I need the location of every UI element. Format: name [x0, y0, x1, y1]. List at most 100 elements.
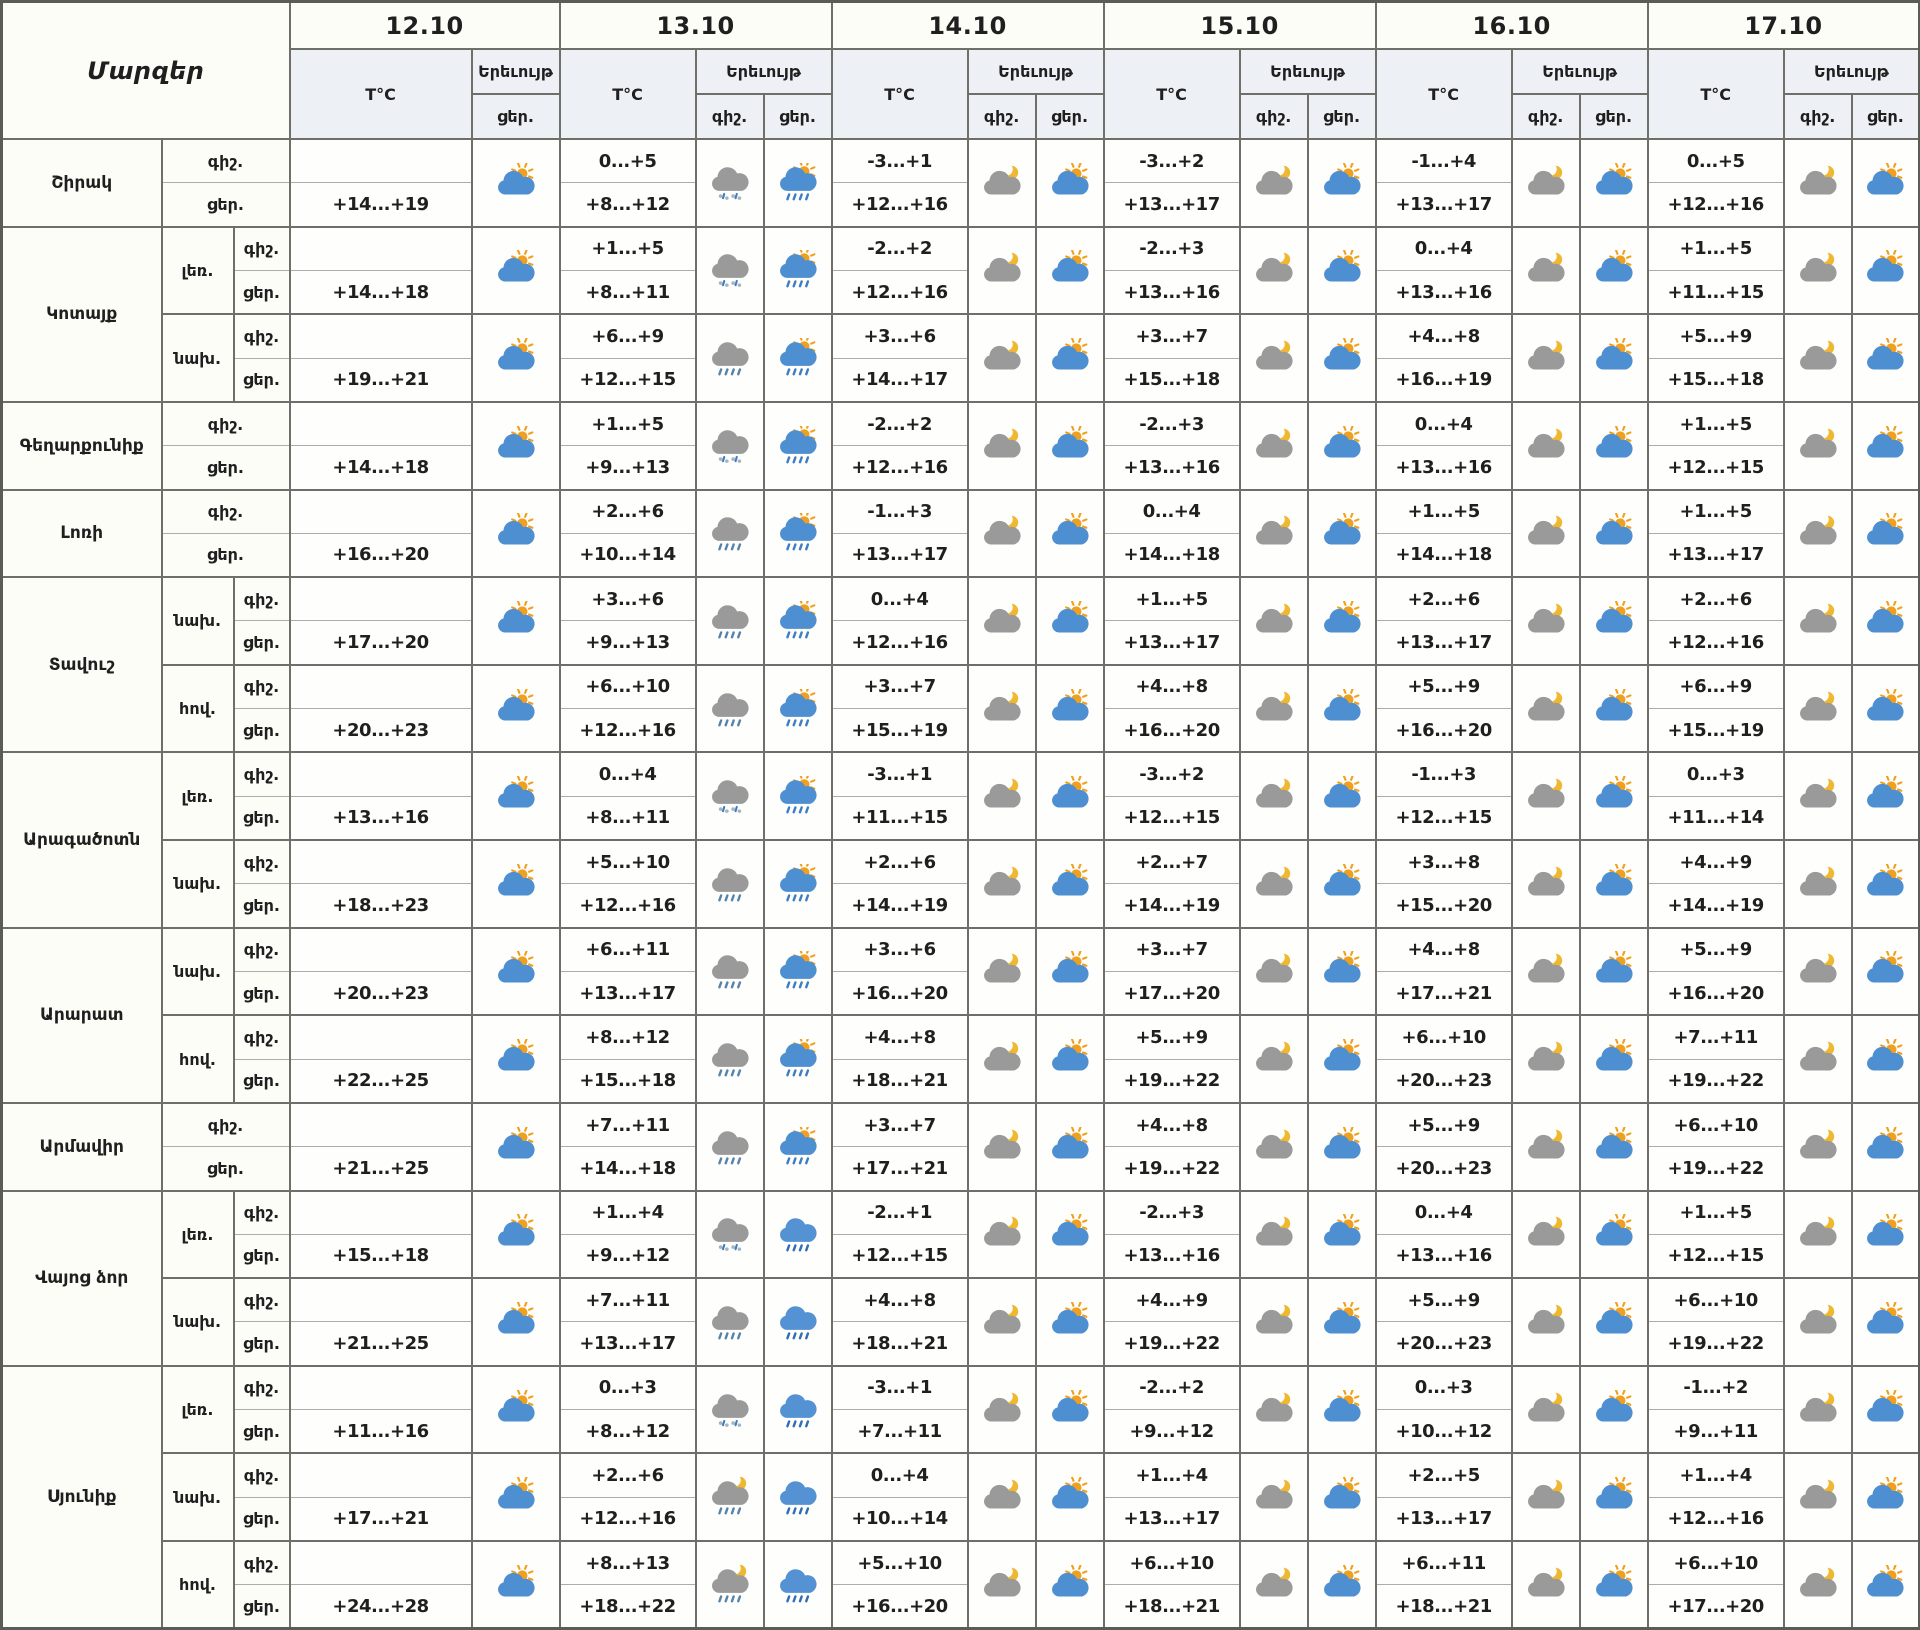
- day-temp-cell: +19...+21: [288, 357, 473, 403]
- night-temp-cell: +2...+6: [558, 1452, 697, 1498]
- weather-icon-cell: [1238, 488, 1309, 579]
- night-label: գիշ.: [1782, 93, 1853, 140]
- night-temp-cell: +1...+5: [1102, 576, 1241, 622]
- night-temp-cell: +2...+7: [1102, 839, 1241, 885]
- night-temp-cell: +5...+9: [1646, 313, 1785, 359]
- weather-icon-cell: [1850, 751, 1920, 841]
- day-temp-cell: +20...+23: [1374, 1146, 1513, 1192]
- rain-gray-icon: [711, 1306, 749, 1340]
- day-temp-cell: +18...+21: [1374, 1584, 1513, 1630]
- weather-icon-cell: [1782, 663, 1853, 754]
- day-row-label: ցեր.: [232, 1409, 291, 1455]
- weather-icon-cell: [1578, 1014, 1649, 1104]
- night-temp-cell: +5...+10: [558, 839, 697, 885]
- moon-cloud-icon: [1527, 1127, 1565, 1159]
- weather-icon-cell: [1306, 1014, 1377, 1104]
- rain-gray-icon: [711, 868, 749, 902]
- weather-icon-cell: [1850, 576, 1920, 666]
- night-row-label: գիշ.: [232, 1540, 291, 1586]
- sun-cloud-icon: [1867, 1214, 1904, 1246]
- day-temp-cell: +15...+18: [1102, 357, 1241, 403]
- night-temp-cell: -2...+2: [1102, 1364, 1241, 1411]
- weather-icon-cell: [1578, 663, 1649, 754]
- moon-cloud-icon: [1255, 1302, 1293, 1334]
- night-temp-cell: -1...+4: [1374, 138, 1513, 184]
- day-temp-cell: +19...+22: [1102, 1058, 1241, 1104]
- moon-cloud-icon: [1255, 951, 1293, 983]
- temp-header: T°C: [1102, 48, 1241, 140]
- weather-icon-cell: [1510, 576, 1581, 666]
- sun-rain-icon: [779, 1126, 817, 1165]
- day-temp-cell: +7...+11: [830, 1409, 969, 1455]
- weather-icon-cell: [694, 138, 765, 228]
- sun-cloud-icon: [1867, 1564, 1904, 1597]
- night-row-label: գիշ.: [160, 400, 291, 447]
- weather-icon-cell: [1782, 926, 1853, 1017]
- moon-cloud-icon: [1527, 1214, 1565, 1246]
- sleet-icon: [711, 780, 749, 814]
- region-name-0: Շիրակ: [0, 138, 163, 228]
- phenomenon-header: Երեւույթ: [470, 48, 561, 95]
- day-temp-cell: +13...+17: [830, 532, 969, 579]
- night-temp-cell: -2...+3: [1102, 225, 1241, 271]
- night-temp-cell: +5...+9: [1374, 1277, 1513, 1323]
- night-temp-cell: -3...+1: [830, 138, 969, 184]
- weather-icon-cell: [1578, 488, 1649, 579]
- day-temp-cell: +12...+15: [1374, 795, 1513, 841]
- sun-cloud-icon: [1051, 1564, 1089, 1597]
- weather-icon-cell: [1782, 225, 1853, 316]
- sun-cloud-icon: [1867, 250, 1904, 282]
- weather-icon-cell: [1306, 1364, 1377, 1455]
- weather-icon-cell: [1034, 138, 1105, 228]
- sun-cloud-icon: [1595, 250, 1633, 282]
- sun-cloud-icon: [497, 600, 535, 633]
- moon-cloud-icon: [1527, 1302, 1565, 1334]
- night-temp-cell: 0...+4: [830, 1452, 969, 1498]
- zone-label: լեռ.: [160, 751, 235, 841]
- night-temp-cell: +3...+6: [830, 926, 969, 972]
- weather-icon-cell: [1578, 1101, 1649, 1192]
- sun-cloud-icon: [1867, 1389, 1904, 1422]
- day-temp-cell: +11...+14: [1646, 795, 1785, 841]
- weather-icon-cell: [1238, 313, 1309, 403]
- day-temp-cell: +14...+19: [1646, 883, 1785, 929]
- region-name-7: Արմավիր: [0, 1101, 163, 1192]
- sun-cloud-icon: [1595, 1301, 1633, 1334]
- weather-icon-cell: [1578, 138, 1649, 228]
- moon-rain-icon: [711, 1477, 749, 1515]
- day-label: ցեր.: [470, 93, 561, 140]
- weather-icon-cell: [694, 488, 765, 579]
- sun-cloud-icon: [497, 1039, 535, 1071]
- sun-cloud-icon: [1595, 1214, 1633, 1246]
- region-name-9: Սյունիք: [0, 1364, 163, 1630]
- day-temp-cell: +16...+20: [288, 532, 473, 579]
- weather-icon-cell: [1510, 1452, 1581, 1542]
- weather-icon-cell: [1034, 576, 1105, 666]
- night-temp-cell: [288, 576, 473, 622]
- weather-icon-cell: [1034, 1452, 1105, 1542]
- weather-icon-cell: [1034, 225, 1105, 316]
- sleet-icon: [711, 1393, 749, 1427]
- sun-cloud-icon: [1051, 1477, 1089, 1509]
- sun-cloud-icon: [1595, 1039, 1633, 1071]
- night-temp-cell: +1...+5: [1646, 1189, 1785, 1235]
- day-temp-cell: +10...+14: [558, 532, 697, 579]
- weather-icon-cell: [470, 663, 561, 754]
- weather-icon-cell: [694, 1452, 765, 1542]
- night-temp-cell: -2...+1: [830, 1189, 969, 1235]
- night-temp-cell: +1...+5: [1646, 400, 1785, 447]
- sun-cloud-icon: [1323, 250, 1361, 282]
- weather-icon-cell: [470, 225, 561, 316]
- day-row-label: ցեր.: [232, 970, 291, 1017]
- day-row-label: ցեր.: [232, 1496, 291, 1542]
- sleet-icon: [711, 1218, 749, 1252]
- night-row-label: գիշ.: [232, 751, 291, 797]
- region-name-5: Արագածոտն: [0, 751, 163, 929]
- night-temp-cell: [288, 1101, 473, 1148]
- night-temp-cell: [288, 1452, 473, 1498]
- sun-cloud-icon: [1051, 688, 1089, 721]
- day-temp-cell: +12...+16: [1646, 1496, 1785, 1542]
- day-temp-cell: +17...+21: [288, 1496, 473, 1542]
- night-temp-cell: [288, 1364, 473, 1411]
- moon-cloud-icon: [1527, 1039, 1565, 1071]
